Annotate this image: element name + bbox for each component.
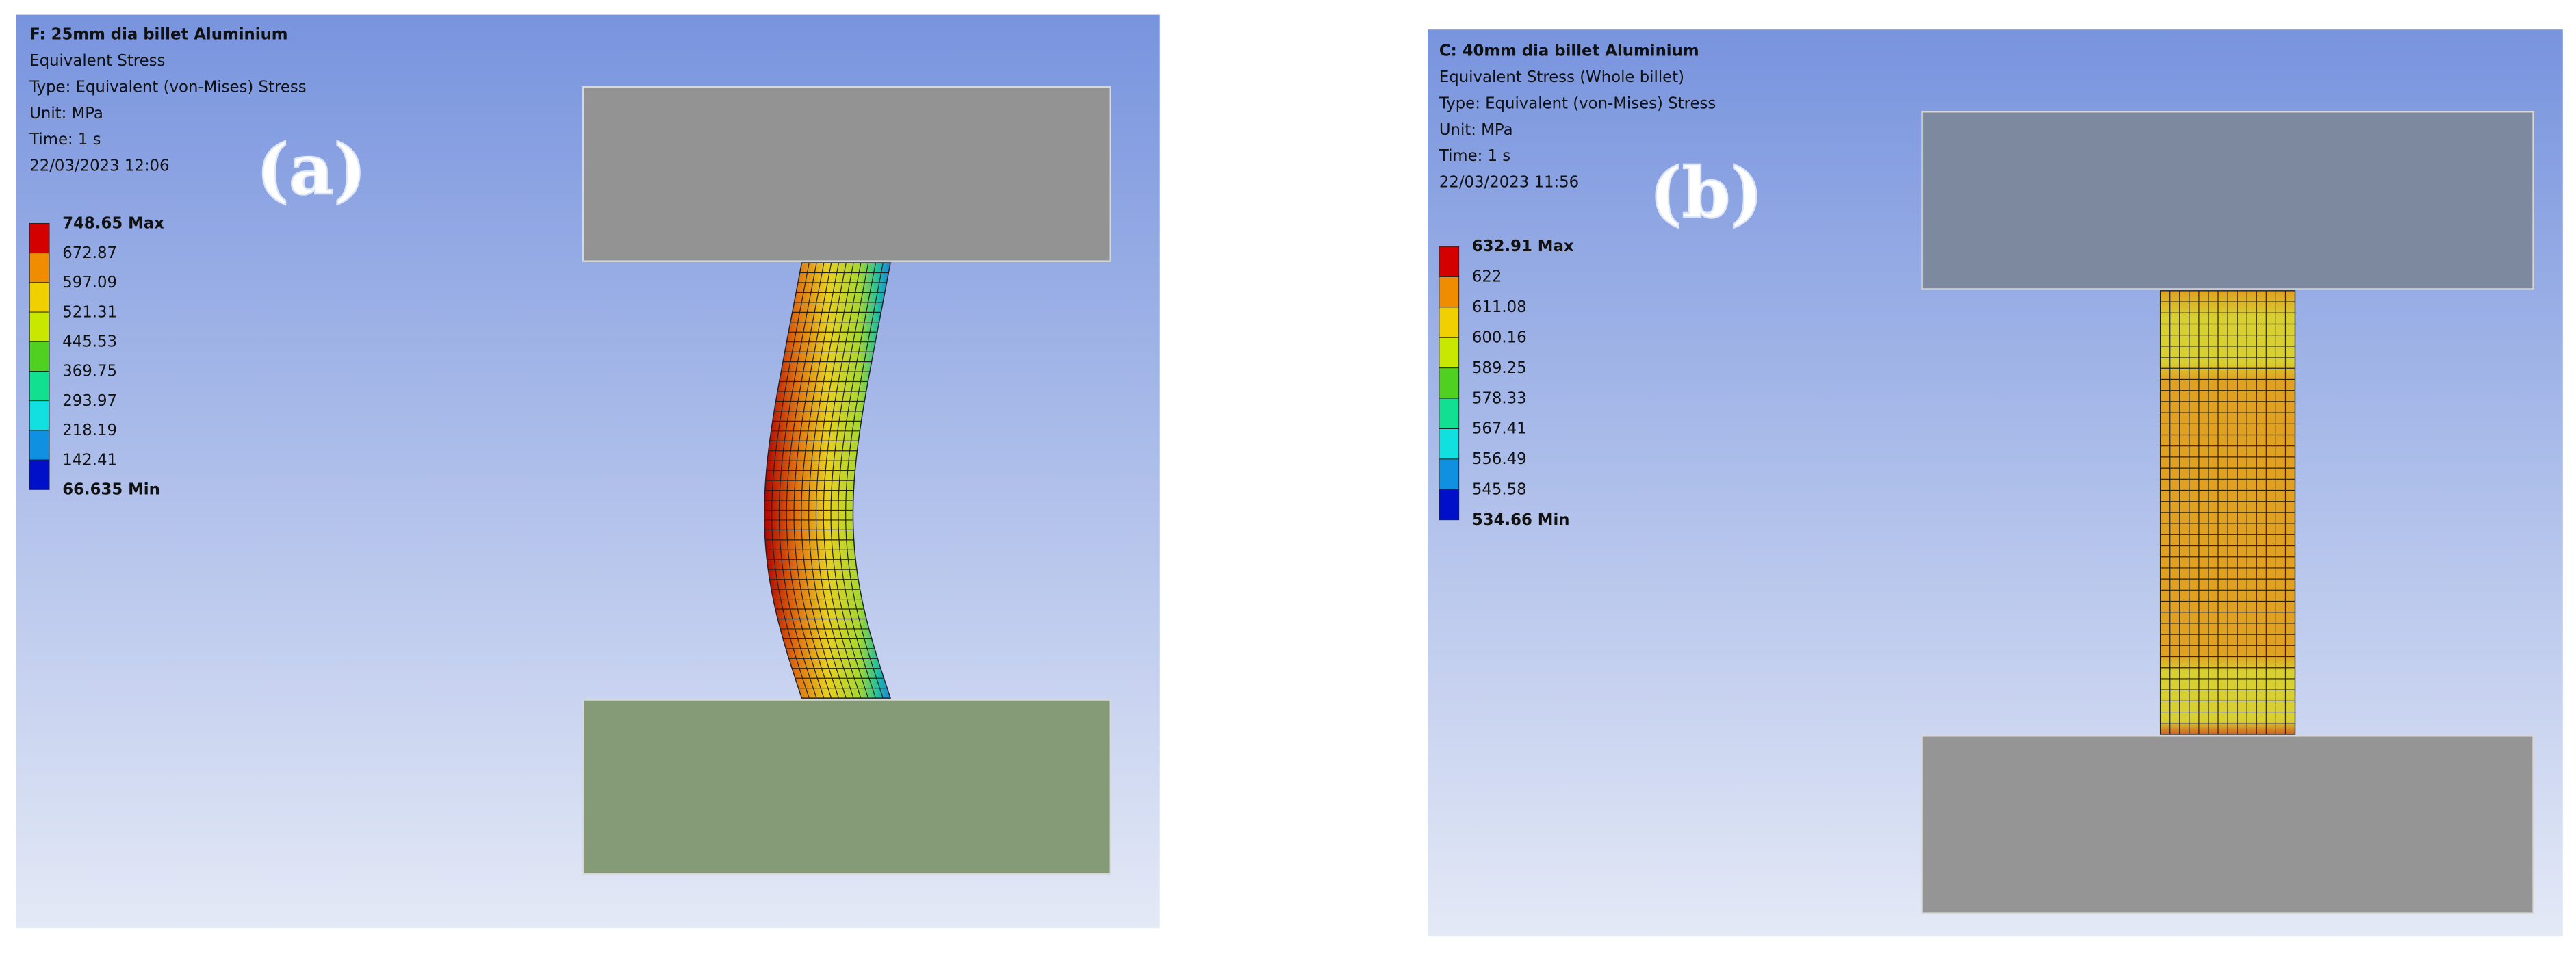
header-line: Equivalent Stress (Whole billet)	[1439, 68, 1684, 86]
content: F: 25mm dia billet Aluminium Equivalent S…	[29, 26, 2296, 735]
legend-label: 611.08	[1472, 298, 1527, 316]
legend-label: 589.25	[1472, 359, 1527, 377]
legend-label: 142.41	[62, 451, 117, 469]
top-die	[1921, 111, 2534, 290]
header-line: 22/03/2023 12:06	[29, 157, 169, 175]
legend-label: 293.97	[62, 392, 117, 410]
header-line: C: 40mm dia billet Aluminium	[1439, 42, 1699, 60]
header-line: Type: Equivalent (von-Mises) Stress	[1439, 94, 1716, 112]
legend-swatch	[29, 282, 50, 313]
legend-swatch	[29, 341, 50, 372]
header-line: Time: 1 s	[29, 131, 101, 148]
legend-label: 218.19	[62, 422, 117, 439]
legend-label: 521.31	[62, 303, 117, 321]
header-line: Time: 1 s	[1439, 147, 1510, 165]
header-line: Equivalent Stress	[29, 52, 165, 70]
legend-label: 556.49	[1472, 450, 1527, 468]
legend-swatch	[1439, 428, 1460, 460]
header-line: 22/03/2023 11:56	[1439, 174, 1579, 192]
legend-swatch	[1439, 246, 1460, 277]
legend-label: 545.58	[1472, 481, 1527, 499]
top-die	[582, 86, 1111, 262]
legend-swatch	[29, 222, 50, 254]
legend-swatch	[29, 253, 50, 283]
legend-label: 748.65 Max	[62, 215, 164, 233]
legend-label: 600.16	[1472, 328, 1527, 346]
bottom-die	[582, 699, 1111, 875]
panel-label: (a)	[256, 129, 366, 210]
legend-swatch	[1439, 337, 1460, 369]
legend-label: 622	[1472, 268, 1502, 286]
legend-swatch	[1439, 489, 1460, 521]
legend-label: 369.75	[62, 363, 117, 380]
legend-label: 672.87	[62, 244, 117, 262]
legend-swatch	[29, 311, 50, 342]
legend-swatch	[29, 370, 50, 402]
legend-swatch	[29, 430, 50, 461]
legend-swatch	[1439, 276, 1460, 308]
legend-label: 578.33	[1472, 389, 1527, 407]
header-line: Type: Equivalent (von-Mises) Stress	[29, 78, 306, 96]
panel-label: (b)	[1649, 152, 1763, 233]
legend-label: 567.41	[1472, 420, 1527, 438]
legend-swatch	[1439, 458, 1460, 490]
bottom-die	[1921, 735, 2534, 914]
legend-label: 66.635 Min	[62, 481, 160, 499]
legend-swatch	[29, 459, 50, 490]
legend-label: 445.53	[62, 333, 117, 350]
header-line: Unit: MPa	[1439, 121, 1513, 139]
legend-swatch	[1439, 367, 1460, 399]
legend-swatch	[29, 400, 50, 431]
legend-swatch	[1439, 307, 1460, 338]
legend-label: 632.91 Max	[1472, 237, 1574, 255]
header-line: Unit: MPa	[29, 105, 103, 122]
header-line: F: 25mm dia billet Aluminium	[29, 26, 287, 44]
legend-swatch	[1439, 398, 1460, 429]
legend-label: 597.09	[62, 274, 117, 292]
legend-label: 534.66 Min	[1472, 511, 1570, 529]
